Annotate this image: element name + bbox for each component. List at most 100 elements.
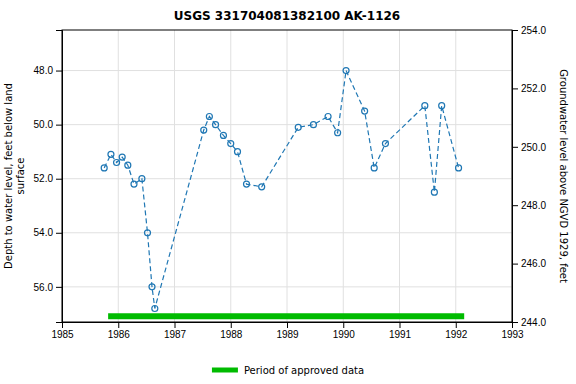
data-point	[114, 159, 120, 165]
y-axis: 48.0 50.0 52.0 54.0 56.0	[34, 31, 63, 323]
data-point	[108, 151, 114, 157]
y2-axis-tick-label: 246.0	[521, 258, 546, 269]
y2-axis-tick: 244.0	[512, 317, 546, 328]
chart: 1985 1986 1987 1988 1989 1990 1991 1992 1993 48.0…	[0, 0, 576, 384]
y-axis-tick: 54.0	[34, 227, 62, 238]
data-point	[456, 165, 462, 171]
data-point	[244, 181, 250, 187]
plot-area: 1985 1986 1987 1988 1989 1990 1991 1992 1993 48.0…	[3, 25, 569, 340]
y-axis-line	[56, 31, 63, 323]
x-axis-tick: 1985	[51, 322, 74, 340]
data-point	[101, 165, 107, 171]
x-axis-tick: 1989	[276, 322, 299, 340]
grid-line-x	[455, 30, 456, 322]
y-axis-tick-label: 50.0	[34, 119, 54, 130]
y2-axis-tick-label: 252.0	[521, 83, 546, 94]
x-axis-tick-label: 1987	[164, 329, 187, 340]
x-axis-tick-mark	[400, 322, 401, 328]
x-axis-tick-mark	[343, 322, 344, 328]
y-axis-tick-label: 52.0	[34, 173, 54, 184]
y-axis-tick-mark	[56, 233, 62, 234]
data-point	[439, 103, 445, 109]
data-point	[131, 181, 137, 187]
y-axis-tick-mark	[56, 179, 62, 180]
x-axis-tick-label: 1986	[108, 329, 131, 340]
y-axis-tick: 50.0	[34, 119, 62, 130]
x-axis-tick-mark	[231, 322, 232, 328]
data-point	[382, 141, 388, 147]
data-point	[310, 122, 316, 128]
data-point	[228, 141, 234, 147]
y-axis-tick-mark	[56, 125, 62, 126]
y2-axis-tick: 246.0	[512, 258, 546, 269]
y2-axis-tick-mark	[512, 205, 518, 206]
data-point	[149, 284, 155, 290]
x-axis-tick-label: 1990	[333, 329, 356, 340]
x-axis-tick-mark	[175, 322, 176, 328]
legend: Period of approved data	[212, 365, 364, 376]
y2-axis-tick: 252.0	[512, 83, 546, 94]
y2-axis-title: Groundwater level above NGVD 1929, feet	[558, 69, 569, 283]
x-axis-tick-label: 1993	[501, 329, 524, 340]
x-axis: 1985 1986 1987 1988 1989 1990 1991 1992 1993	[51, 322, 524, 340]
y2-axis-tick: 254.0	[512, 25, 546, 36]
grid-line-y	[62, 232, 512, 233]
approved-period-bar	[108, 313, 464, 319]
x-axis-line	[63, 323, 513, 329]
y-axis-tick-label: 54.0	[34, 227, 54, 238]
data-point	[431, 189, 437, 195]
plot-frame	[62, 30, 512, 322]
y2-axis-tick-mark	[512, 88, 518, 89]
title: USGS 331704081382100 AK-1126	[174, 9, 400, 23]
y2-axis-tick: 250.0	[512, 142, 546, 153]
x-axis-tick-label: 1989	[276, 329, 299, 340]
x-axis-tick: 1992	[445, 322, 468, 340]
y2-axis-tick-mark	[512, 147, 518, 148]
legend-swatch	[212, 368, 238, 373]
data-point	[213, 122, 219, 128]
x-axis-tick-mark	[118, 322, 119, 328]
x-axis-tick-label: 1991	[389, 329, 412, 340]
data-layer	[101, 68, 461, 312]
x-axis-tick: 1987	[164, 322, 187, 340]
data-point	[362, 108, 368, 114]
grid-line-y	[62, 178, 512, 179]
y2-axis-tick-mark	[512, 264, 518, 265]
data-point	[343, 68, 349, 74]
x-axis-tick: 1986	[108, 322, 131, 340]
grid	[62, 30, 512, 322]
y2-axis-line	[513, 31, 519, 323]
x-axis-tick-label: 1992	[445, 329, 468, 340]
y-axis-tick: 48.0	[34, 65, 62, 76]
y2-axis-tick-mark	[512, 322, 518, 323]
data-point	[220, 132, 226, 138]
y2-axis-tick: 248.0	[512, 200, 546, 211]
grid-line-x	[343, 30, 344, 322]
y-axis-tick-label: 48.0	[34, 65, 54, 76]
y-axis-title-line: Depth to water level, feet below land	[3, 83, 14, 269]
y2-axis-tick-label: 244.0	[521, 317, 546, 328]
grid-line-x	[287, 30, 288, 322]
x-axis-tick-mark	[287, 322, 288, 328]
y2-axis-tick-label: 250.0	[521, 142, 546, 153]
grid-line-y	[62, 124, 512, 125]
x-axis-tick-label: 1985	[51, 329, 74, 340]
x-axis-tick: 1991	[389, 322, 412, 340]
y2-axis: 244.0 246.0 248.0 250.0 252.0 254.0	[512, 25, 546, 328]
data-point	[235, 149, 241, 155]
grid-line-y	[62, 286, 512, 287]
grid-line-x	[118, 30, 119, 322]
data-point	[139, 176, 145, 182]
grid-line-x	[399, 30, 400, 322]
data-point	[335, 130, 341, 136]
data-point	[201, 127, 207, 133]
x-axis-tick-mark	[456, 322, 457, 328]
y-axis-tick-mark	[56, 287, 62, 288]
y-axis-tick-label: 56.0	[34, 282, 54, 293]
data-point	[325, 114, 331, 120]
data-point	[119, 154, 125, 160]
x-axis-tick-label: 1988	[220, 329, 243, 340]
y2-axis-tick-label: 248.0	[521, 200, 546, 211]
data-point	[259, 184, 265, 190]
y-axis-title-line: surface	[15, 158, 26, 195]
